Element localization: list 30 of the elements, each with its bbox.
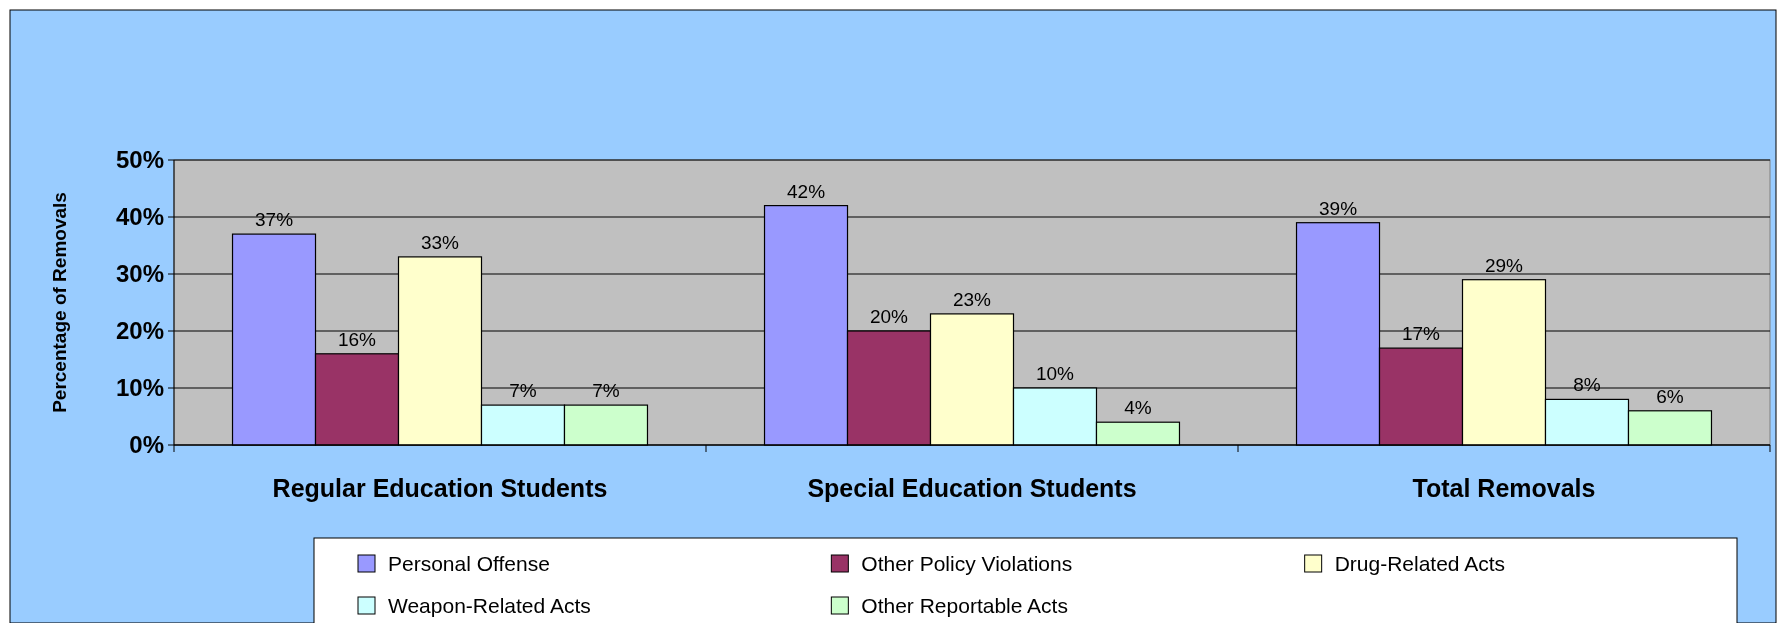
data-label: 39% (1319, 197, 1358, 219)
data-label: 33% (420, 231, 460, 253)
y-axis-title: Percentage of Removals (49, 192, 70, 413)
y-tick-label: 40% (115, 203, 164, 231)
data-label: 7% (592, 380, 620, 402)
y-tick-label: 30% (115, 260, 164, 288)
data-label: 8% (1573, 374, 1601, 396)
legend-label: Drug-Related Acts (1334, 552, 1506, 576)
data-label: 4% (1124, 397, 1152, 419)
legend-label: Other Reportable Acts (861, 594, 1068, 618)
legend-label: Personal Offense (388, 552, 550, 576)
data-label: 23% (952, 288, 992, 310)
data-label: 6% (1656, 385, 1684, 407)
x-tick-label: Total Removals (1412, 474, 1596, 502)
y-tick-label: 0% (129, 431, 164, 459)
data-label: 42% (787, 180, 826, 202)
x-tick-label: Regular Education Students (272, 474, 608, 502)
x-tick-label: Special Education Students (807, 474, 1137, 502)
y-tick-label: 20% (115, 317, 164, 345)
data-label: 10% (1035, 363, 1075, 384)
data-label: 29% (1484, 254, 1524, 276)
legend-label: Weapon-Related Acts (388, 594, 591, 618)
data-label: 16% (337, 328, 377, 350)
data-label: 20% (869, 306, 909, 327)
legend-label: Other Policy Violations (861, 552, 1073, 576)
y-tick-label: 50% (115, 146, 164, 174)
data-label: 7% (509, 380, 537, 402)
data-label: 17% (1401, 323, 1441, 345)
data-label: 37% (255, 209, 294, 231)
y-tick-label: 10% (115, 374, 164, 402)
